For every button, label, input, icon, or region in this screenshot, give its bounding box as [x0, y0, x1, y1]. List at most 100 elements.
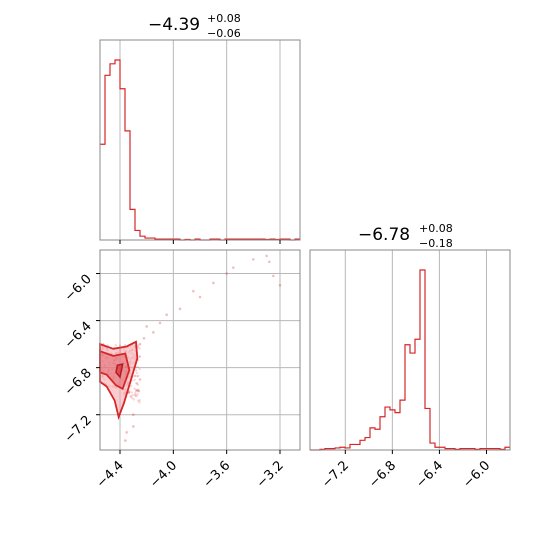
- joint-point: [135, 394, 138, 398]
- joint-xtick-label: −4.0: [147, 458, 180, 491]
- joint-point: [129, 395, 133, 399]
- joint-point: [132, 425, 135, 428]
- joint-xtick-label: −4.4: [94, 458, 127, 491]
- hist-param1-title: −4.39: [148, 15, 200, 35]
- joint-point: [138, 342, 142, 346]
- joint-point: [252, 258, 255, 261]
- joint-point: [136, 383, 140, 386]
- hist-param1-xticks: [119, 240, 281, 244]
- joint-point: [135, 388, 138, 392]
- hist-param2-frame: [309, 249, 511, 451]
- joint-point: [198, 295, 202, 299]
- joint-point: [125, 431, 128, 434]
- joint-point: [133, 374, 137, 378]
- joint-point: [131, 393, 135, 397]
- hist-param2-xtick-label: −6.8: [366, 458, 399, 491]
- joint-xtick-label: −3.6: [201, 458, 234, 491]
- joint-point: [135, 371, 138, 375]
- joint-point: [118, 344, 122, 347]
- joint-point: [137, 399, 140, 402]
- joint-ytick-label: −6.8: [62, 366, 95, 399]
- joint-point: [127, 390, 131, 393]
- joint-point: [138, 378, 142, 381]
- joint-point: [137, 389, 140, 392]
- joint-point: [134, 394, 137, 397]
- joint-point: [278, 283, 282, 287]
- joint-point: [138, 398, 141, 402]
- contour-core: [115, 363, 124, 379]
- joint-point: [158, 321, 162, 325]
- hist-param2-panel: −7.2 −6.8 −6.4 −6.0 −6.78 +0.08 −0.18: [309, 222, 511, 491]
- hist-param2-title-plus: +0.08: [419, 222, 453, 235]
- joint-point: [127, 391, 131, 394]
- joint-point: [232, 266, 235, 269]
- joint-point: [137, 388, 140, 391]
- joint-point: [133, 378, 136, 382]
- joint-point: [123, 343, 127, 347]
- joint-point: [135, 382, 139, 385]
- joint-point: [136, 365, 139, 369]
- joint-yticks: −6.0 −6.4 −6.8 −7.2: [62, 272, 100, 446]
- hist-param2-xtick-label: −6.4: [413, 458, 446, 491]
- joint-point: [129, 394, 133, 398]
- joint-point: [265, 254, 268, 258]
- joint-point: [212, 281, 215, 285]
- hist-param2-title: −6.78: [358, 225, 410, 245]
- joint-point: [127, 391, 131, 395]
- joint-point: [137, 389, 140, 393]
- joint-point: [124, 439, 127, 442]
- hist-param1-title-plus: +0.08: [207, 12, 241, 25]
- joint-point: [142, 336, 146, 340]
- joint-point: [138, 355, 142, 359]
- joint-point: [138, 354, 141, 358]
- joint-ytick-label: −6.4: [62, 319, 95, 352]
- joint-point: [138, 367, 141, 371]
- hist-param2-xticks: −7.2 −6.8 −6.4 −6.0: [319, 450, 493, 491]
- joint-point: [137, 374, 140, 378]
- hist-param1-title-minus: −0.06: [207, 27, 241, 40]
- joint-point: [165, 313, 168, 317]
- joint-point: [138, 347, 141, 350]
- joint-frame: [99, 249, 301, 451]
- joint-point: [135, 369, 138, 372]
- joint-ytick-label: −7.2: [62, 413, 95, 446]
- contour-inner: [99, 349, 131, 391]
- hist-param2-title-minus: −0.18: [419, 237, 453, 250]
- hist-param1-frame: [99, 39, 301, 241]
- joint-point: [134, 374, 137, 378]
- hist-param1-panel: −4.39 +0.08 −0.06: [99, 12, 301, 244]
- hist-param2-xtick-label: −6.0: [460, 458, 493, 491]
- joint-point: [132, 413, 135, 417]
- joint-point: [134, 391, 137, 395]
- joint-point: [129, 384, 133, 388]
- joint-point: [152, 331, 155, 334]
- joint-point: [131, 396, 134, 400]
- joint-point: [136, 375, 139, 378]
- joint-point: [132, 398, 136, 401]
- joint-point: [145, 325, 148, 328]
- joint-point: [268, 260, 271, 264]
- joint-point: [225, 272, 228, 275]
- joint-point: [272, 274, 275, 278]
- joint-point: [136, 393, 139, 396]
- hist-param2-step: [310, 269, 510, 451]
- joint-panel: −4.4 −4.0 −3.6 −3.2 −6.0 −6.4 −6.8 −7.2: [62, 249, 301, 491]
- joint-point: [138, 401, 141, 404]
- joint-ytick-label: −6.0: [62, 272, 95, 305]
- joint-point: [114, 343, 118, 347]
- joint-point: [136, 346, 140, 349]
- joint-point: [135, 389, 139, 392]
- joint-point: [135, 381, 138, 385]
- joint-xticks: −4.4 −4.0 −3.6 −3.2: [94, 450, 287, 491]
- joint-point: [134, 393, 137, 396]
- hist-param2-xtick-label: −7.2: [319, 458, 352, 491]
- hist-param1-step: [100, 59, 300, 241]
- joint-point: [178, 307, 182, 311]
- hist-param2-grid: [344, 250, 487, 450]
- joint-point: [127, 390, 131, 394]
- joint-point: [130, 391, 133, 394]
- joint-xtick-label: −3.2: [254, 458, 287, 491]
- hist-param1-grid: [119, 40, 281, 240]
- joint-point: [137, 344, 140, 347]
